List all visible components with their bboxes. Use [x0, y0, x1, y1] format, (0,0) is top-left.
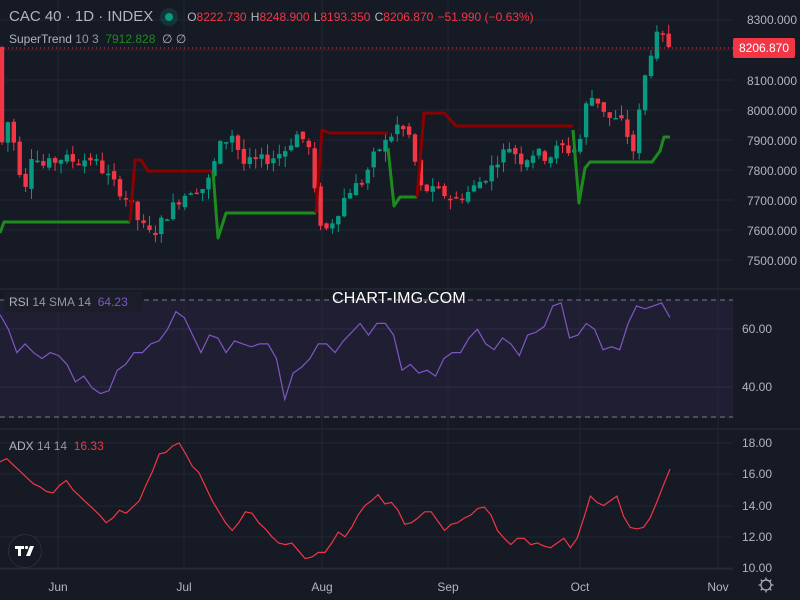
close-value: 8206.870: [383, 10, 434, 24]
time-tick: Sep: [437, 580, 459, 594]
adx-tick: 10.00: [741, 561, 772, 575]
time-tick: Nov: [707, 580, 729, 594]
price-tick: 8000.000: [746, 104, 797, 118]
symbol-legend[interactable]: CAC 40 · 1D · INDEX O8222.730 H8248.900 L…: [9, 8, 534, 25]
tradingview-logo[interactable]: [8, 534, 42, 568]
open-value: 8222.730: [196, 10, 247, 24]
candlesticks: [0, 24, 671, 243]
supertrend-params: 10 3: [75, 32, 99, 46]
market-status-icon: [165, 12, 174, 21]
supertrend-name: SuperTrend: [9, 32, 72, 46]
price-tick: 7900.000: [746, 134, 797, 148]
rsi-params: 14 SMA 14: [32, 295, 92, 309]
low-label: L: [313, 10, 321, 24]
supertrend-empty-1: ∅: [162, 32, 173, 46]
adx-tick: 18.00: [741, 436, 772, 450]
high-value: 8248.900: [259, 10, 310, 24]
price-tick: 7500.000: [746, 254, 797, 268]
grid: [0, 0, 733, 569]
settings-gear-icon[interactable]: [758, 577, 774, 593]
adx-legend[interactable]: ADX 14 14 16.33: [9, 439, 104, 453]
rsi-value: 64.23: [97, 295, 128, 309]
open-label: O: [187, 10, 197, 24]
adx-tick: 16.00: [741, 467, 772, 481]
supertrend-empty-2: ∅: [175, 32, 187, 46]
symbol-title: CAC 40 · 1D · INDEX: [9, 8, 154, 25]
adx-value: 16.33: [73, 439, 104, 453]
tradingview-logo-icon: [15, 545, 34, 556]
adx-tick: 14.00: [741, 499, 772, 513]
time-tick: Jun: [48, 580, 68, 594]
rsi-tick: 40.00: [741, 380, 772, 394]
watermark: CHART-IMG.COM: [332, 290, 466, 307]
high-label: H: [250, 10, 260, 24]
adx-tick: 12.00: [741, 530, 772, 544]
rsi-line: [0, 302, 671, 402]
rsi-name: RSI: [9, 295, 30, 309]
rsi-tick: 60.00: [741, 322, 772, 336]
low-value: 8193.350: [320, 10, 371, 24]
adx-name: ADX: [9, 439, 34, 453]
adx-params: 14 14: [37, 439, 68, 453]
price-tick: 7700.000: [746, 194, 797, 208]
current-price-tag: 8206.870: [733, 38, 795, 58]
time-tick: Oct: [570, 580, 590, 594]
rsi-legend-background: [4, 292, 142, 312]
close-label: C: [374, 10, 384, 24]
change-value: −51.990 (−0.63%): [437, 10, 534, 24]
price-tick: 7800.000: [746, 164, 797, 178]
supertrend-legend[interactable]: SuperTrend 10 3 7912.828 ∅ ∅: [9, 32, 186, 46]
price-tick: 7600.000: [746, 224, 797, 238]
rsi-band-fill: [0, 300, 733, 418]
time-tick: Aug: [311, 580, 333, 594]
price-tick: 8300.000: [746, 13, 797, 27]
rsi-legend[interactable]: RSI 14 SMA 14 64.23: [9, 295, 128, 309]
time-tick: Jul: [176, 580, 192, 594]
adx-line: [0, 442, 671, 560]
supertrend-line: [0, 111, 670, 240]
price-tick: 8100.000: [746, 74, 797, 88]
supertrend-value: 7912.828: [105, 32, 156, 46]
